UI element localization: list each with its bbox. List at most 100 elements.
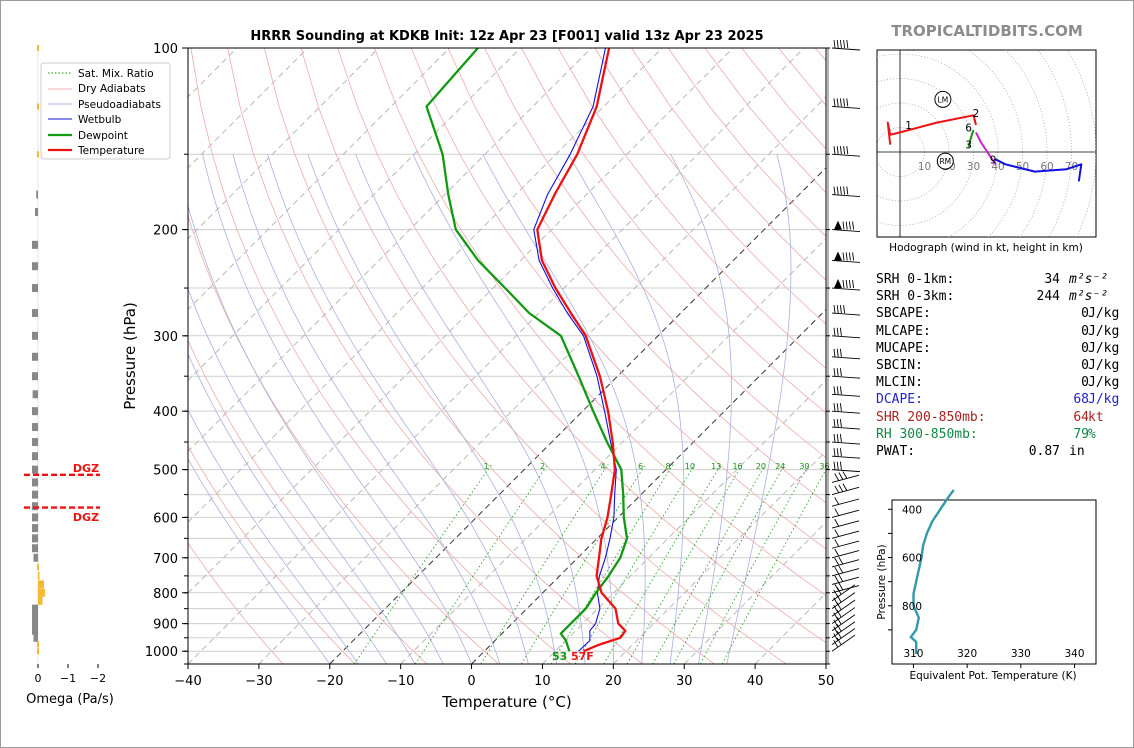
pseudoadiabat-line (568, 153, 685, 664)
y-tick-label: 300 (153, 330, 178, 345)
mixing-ratio-line (626, 464, 743, 664)
omega-x-tick-label: −2 (90, 672, 106, 685)
pseudoadiabat-line (307, 154, 557, 664)
wind-barb (831, 574, 860, 585)
mixing-ratio-line (353, 464, 493, 664)
omega-bar (37, 641, 39, 648)
barb-flag (834, 508, 840, 516)
stat-unit: % (1088, 426, 1096, 442)
barb-flag (846, 146, 849, 155)
mixing-ratio-label: 30 (799, 462, 809, 471)
wind-barb (831, 279, 861, 291)
barb-shaft (831, 530, 860, 539)
wind-barb (831, 433, 861, 445)
barb-flag (836, 624, 842, 632)
barb-flag (834, 485, 840, 494)
barb-flag (836, 146, 839, 155)
stat-label: DCAPE: (876, 392, 923, 408)
barb-flag (833, 348, 836, 357)
omega-bar (38, 571, 40, 580)
theta-e-x-axis-label: Equivalent Pot. Temperature (K) (909, 670, 1076, 682)
barb-flag (836, 637, 842, 646)
barb-flag (842, 252, 845, 261)
barb-shaft (831, 229, 861, 233)
stat-label: SRH 0-1km: (876, 272, 955, 287)
barb-shaft (831, 474, 860, 483)
omega-bar (37, 103, 39, 110)
wind-barb (831, 614, 856, 632)
barb-flag (838, 472, 844, 480)
omega-bar (38, 580, 44, 589)
barb-flag (839, 403, 842, 412)
omega-bar (37, 563, 39, 570)
storm-motion-rm: RM (936, 152, 954, 170)
barb-flag (833, 633, 839, 641)
mixing-ratio-line (414, 464, 549, 664)
barb-flag (852, 252, 855, 261)
y-tick-label: 500 (153, 464, 178, 479)
omega-bar (32, 490, 38, 499)
omega-x-tick-label: 0 (35, 672, 42, 685)
barb-pennant (834, 279, 842, 289)
pseudoadiabat-line (726, 154, 792, 664)
skewt-profiles (425, 48, 629, 653)
y-tick-label: 100 (153, 42, 178, 57)
barb-pennant (834, 251, 842, 261)
dgz-label-top: DGZ (73, 462, 99, 475)
pseudoadiabat-line (267, 154, 529, 664)
legend-label-dewpoint: Dewpoint (78, 130, 128, 142)
x-tick-label: −10 (387, 674, 414, 689)
dry-adiabat-line (188, 214, 499, 664)
hodograph-height-label: 2 (973, 108, 980, 120)
omega-bar (37, 648, 39, 655)
stat-label: SRH 0-3km: (876, 289, 955, 305)
stat-label: MLCAPE: (876, 323, 931, 339)
stat-sbcin: SBCIN: 0 J/kg (876, 358, 1126, 375)
barb-flag (833, 327, 836, 336)
dry-adiabat-line (227, 48, 643, 664)
barb-flag (839, 186, 842, 195)
x-tick-label: 40 (747, 674, 764, 689)
barb-flag (834, 529, 840, 537)
wind-barb (831, 508, 860, 518)
barb-shaft (831, 559, 860, 568)
hodograph-trace (995, 158, 1083, 182)
barb-shaft (831, 607, 856, 624)
barb-flag (833, 604, 839, 613)
barb-flag (834, 575, 840, 583)
rm-label: RM (939, 157, 951, 166)
dry-adiabat-line (188, 339, 428, 664)
barb-flag (845, 279, 848, 289)
hodograph-caption: Hodograph (wind in kt, height in km) (889, 242, 1083, 254)
isotherm-line (188, 48, 309, 169)
barb-shaft (831, 576, 860, 585)
barb-shaft (831, 628, 856, 645)
wind-barb (831, 621, 856, 639)
barb-flag (833, 146, 836, 155)
wind-barb (831, 461, 861, 473)
theta-e-line (909, 489, 955, 654)
wind-barb (831, 403, 861, 414)
barb-flag (836, 418, 839, 428)
barb-flag (842, 221, 845, 230)
barb-shaft (831, 509, 860, 518)
isotherm-line (683, 521, 826, 664)
omega-bar (32, 612, 38, 621)
x-tick-label: 30 (676, 674, 693, 689)
mixing-ratio-label: 1 (484, 462, 489, 471)
stat-label: MUCAPE: (876, 340, 931, 356)
hodograph-trace (967, 129, 975, 148)
legend-label-dry: Dry Adiabats (78, 83, 146, 95)
legend-label-sat-mix: Sat. Mix. Ratio (78, 68, 154, 80)
barb-shaft (831, 592, 856, 610)
barb-flag (843, 39, 846, 49)
stat-unit: m²s⁻² (1069, 289, 1109, 305)
mixing-ratio-label: 10 (685, 462, 695, 471)
omega-bar (32, 240, 38, 249)
storm-motion-lm: LM (934, 90, 952, 108)
barb-flag (852, 279, 855, 289)
surface-dewpoint-label: 53 (552, 650, 567, 663)
barb-flag (834, 519, 840, 527)
pseudoadiabat-line (355, 154, 586, 664)
barb-flag (833, 386, 836, 395)
